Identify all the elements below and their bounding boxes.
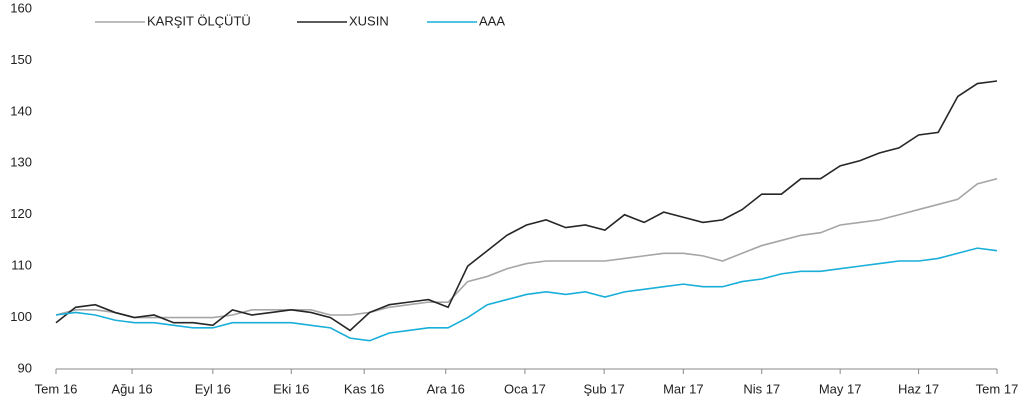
x-tick-label: Ara 16 bbox=[427, 381, 465, 396]
x-tick-label: Ağu 16 bbox=[111, 381, 152, 396]
x-tick-label: Eyl 16 bbox=[195, 381, 231, 396]
series-line bbox=[55, 80, 998, 332]
y-tick-label: 90 bbox=[18, 360, 32, 375]
x-tick-label: Mar 17 bbox=[663, 381, 703, 396]
y-tick-label: 150 bbox=[10, 52, 32, 67]
x-tick-label: Tem 17 bbox=[976, 381, 1019, 396]
x-tick-label: Eki 16 bbox=[273, 381, 309, 396]
x-tick-label: May 17 bbox=[819, 381, 862, 396]
y-tick-label: 120 bbox=[10, 206, 32, 221]
x-tick-label: Şub 17 bbox=[584, 381, 625, 396]
legend-label: AAA bbox=[479, 13, 505, 28]
y-tick-label: 140 bbox=[10, 103, 32, 118]
x-tick-label: Nis 17 bbox=[743, 381, 780, 396]
series-line bbox=[55, 177, 998, 319]
series-line bbox=[55, 247, 998, 342]
x-tick-label: Kas 16 bbox=[344, 381, 384, 396]
y-tick-label: 160 bbox=[10, 0, 32, 15]
x-tick-label: Oca 17 bbox=[504, 381, 546, 396]
x-tick-label: Tem 16 bbox=[35, 381, 78, 396]
legend-label: XUSIN bbox=[349, 13, 389, 28]
legend-label: KARŞIT ÖLÇÜTÜ bbox=[147, 13, 251, 28]
y-tick-label: 130 bbox=[10, 155, 32, 170]
y-tick-label: 100 bbox=[10, 309, 32, 324]
x-tick-label: Haz 17 bbox=[898, 381, 939, 396]
y-tick-label: 110 bbox=[11, 258, 32, 273]
